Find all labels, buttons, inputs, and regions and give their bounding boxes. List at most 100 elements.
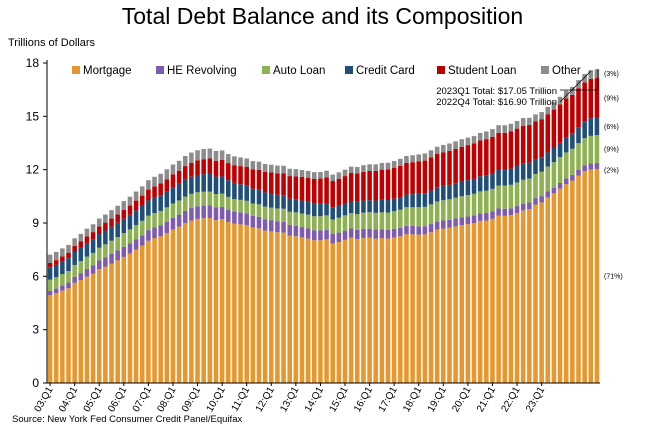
bar-segment-other [244, 158, 249, 167]
bar-segment-auto-loan [84, 256, 90, 270]
bar-segment-other [336, 172, 342, 179]
bar-segment-auto-loan [262, 206, 268, 220]
bar-segment-mortgage [545, 197, 551, 383]
bar-segment-auto-loan [182, 196, 188, 211]
bar-segment-student-loan [557, 104, 563, 143]
bar-segment-mortgage [78, 280, 84, 383]
bar-segment-student-loan [152, 186, 157, 198]
bar-segment-mortgage [520, 210, 526, 383]
x-tick-label: 23:Q1 [524, 385, 547, 414]
bar-segment-auto-loan [545, 166, 551, 192]
bar-segment-student-loan [201, 159, 206, 175]
bar-segment-credit-card [379, 199, 385, 213]
bar-segment-credit-card [471, 178, 477, 194]
bar-segment-other [459, 139, 465, 147]
bar-segment-other [250, 161, 256, 170]
bar-segment-auto-loan [348, 213, 354, 229]
bar-segment-auto-loan [170, 203, 176, 218]
bar-segment-credit-card [336, 205, 342, 218]
bar-segment-auto-loan [533, 173, 538, 199]
bar-segment-credit-card [146, 200, 151, 216]
bar-segment-student-loan [484, 139, 489, 176]
bar-segment-other [447, 143, 452, 151]
y-tick-label: 15 [26, 109, 40, 123]
bar-segment-student-loan [250, 169, 256, 189]
bar-segment-he-revolving [348, 228, 354, 238]
bar-segment-auto-loan [133, 225, 139, 240]
bar-segment-other [355, 167, 360, 174]
bar-segment-mortgage [287, 235, 292, 383]
bar-segment-he-revolving [312, 230, 317, 241]
bar-segment-other [262, 163, 268, 172]
bar-segment-student-loan [563, 98, 569, 138]
bar-segment-auto-loan [146, 215, 151, 231]
bar-segment-credit-card [570, 133, 575, 149]
bar-segment-credit-card [281, 195, 286, 209]
bar-segment-he-revolving [244, 213, 249, 226]
bar-segment-mortgage [238, 224, 243, 383]
bar-segment-other [422, 153, 428, 161]
bar-segment-credit-card [576, 127, 581, 144]
bar-segment-credit-card [109, 226, 114, 241]
bar-segment-auto-loan [582, 138, 587, 166]
bar-segment-he-revolving [416, 226, 422, 235]
bar-segment-credit-card [545, 152, 551, 167]
bar-segment-auto-loan [453, 197, 458, 219]
bar-segment-he-revolving [318, 230, 323, 241]
bar-segment-he-revolving [410, 226, 415, 235]
bar-segment-other [361, 165, 366, 172]
bar-segment-credit-card [355, 201, 360, 215]
bar-segment-student-loan [422, 160, 428, 194]
legend-swatch [437, 66, 445, 74]
bar-segment-other [225, 154, 231, 164]
bar-segment-mortgage [459, 225, 465, 383]
bar-segment-credit-card [404, 194, 409, 208]
bar-segment-credit-card [563, 137, 569, 153]
bar-segment-mortgage [201, 218, 206, 383]
bar-segment-he-revolving [385, 229, 391, 239]
bar-segment-auto-loan [109, 240, 114, 254]
bar-segment-he-revolving [53, 288, 59, 294]
bar-segment-auto-loan [570, 148, 575, 175]
bar-segment-auto-loan [330, 219, 335, 235]
bar-segment-other [533, 114, 538, 122]
bar-segment-mortgage [471, 223, 477, 383]
bar-segment-he-revolving [103, 257, 108, 267]
bar-segment-auto-loan [434, 201, 440, 222]
bar-segment-other [588, 70, 594, 79]
bar-segment-he-revolving [465, 216, 471, 225]
bar-segment-student-loan [551, 109, 557, 148]
bar-segment-student-loan [195, 160, 200, 175]
bar-segment-student-loan [330, 181, 335, 208]
bar-segment-student-loan [84, 236, 90, 244]
y-tick-label: 9 [32, 216, 39, 230]
bar-segment-credit-card [287, 198, 292, 212]
bar-segment-other [342, 169, 348, 177]
bar-segment-credit-card [219, 176, 225, 194]
bar-segment-credit-card [527, 162, 532, 179]
bar-segment-mortgage [385, 238, 391, 383]
bar-segment-other [109, 210, 114, 219]
bar-segment-credit-card [182, 179, 188, 197]
bar-segment-student-loan [164, 179, 170, 192]
bar-segment-mortgage [170, 229, 176, 383]
bar-segment-other [219, 150, 225, 160]
bar-segment-student-loan [256, 169, 262, 190]
bar-segment-auto-loan [379, 212, 385, 230]
bar-segment-credit-card [441, 185, 446, 201]
bar-segment-mortgage [115, 260, 120, 383]
bar-segment-he-revolving [422, 226, 428, 235]
bar-segment-auto-loan [158, 210, 163, 226]
bar-segment-auto-loan [269, 207, 274, 221]
bar-segment-mortgage [164, 233, 170, 383]
bar-segment-auto-loan [96, 247, 102, 261]
x-tick-label: 05:Q1 [82, 385, 105, 414]
bar-segment-student-loan [379, 169, 385, 200]
bar-segment-student-loan [527, 125, 532, 163]
bar-segment-other [47, 254, 53, 263]
share-label-other: (3%) [604, 71, 619, 78]
bar-segment-student-loan [219, 159, 225, 177]
bar-segment-credit-card [195, 175, 200, 193]
bar-segment-credit-card [318, 203, 323, 217]
bar-segment-he-revolving [189, 208, 194, 221]
